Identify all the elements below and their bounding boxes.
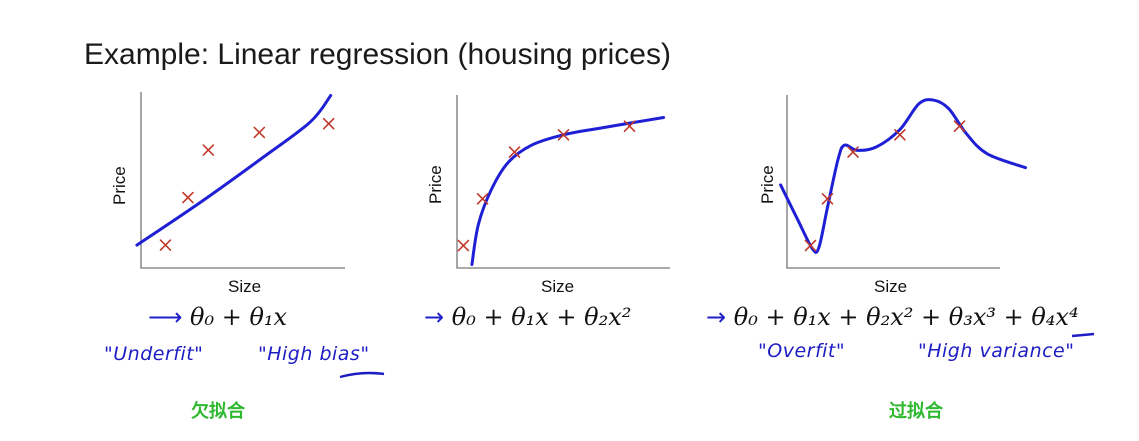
x-axis-label-2: Size — [541, 277, 574, 296]
data-point — [804, 239, 817, 252]
formula-3-text: θ₀ + θ₁x + θ₂x² + θ₃x³ + θ₄x⁴ — [733, 303, 1079, 331]
formula-2-text: θ₀ + θ₁x + θ₂x² — [451, 303, 632, 331]
note-high-bias: "High bias" — [258, 343, 370, 365]
formula-1-text: θ₀ + θ₁x — [190, 303, 288, 331]
axes-3 — [786, 95, 1000, 269]
x-axis-label-3: Size — [874, 277, 907, 296]
data-point — [847, 146, 859, 158]
x-axis-label-1: Size — [228, 277, 261, 296]
arrow-icon: → — [424, 303, 445, 331]
y-axis-label-3: Price — [758, 165, 777, 204]
axes-1 — [140, 92, 345, 269]
formula-1: ⟶ θ₀ + θ₁x — [148, 303, 287, 331]
arrow-icon: ⟶ — [148, 303, 183, 331]
note-underfit: "Underfit" — [104, 343, 204, 365]
data-point — [322, 117, 335, 130]
formula-3: → θ₀ + θ₁x + θ₂x² + θ₃x³ + θ₄x⁴ — [706, 303, 1079, 331]
underline-stroke-1 — [339, 371, 385, 379]
data-point — [457, 239, 470, 252]
data-point — [953, 120, 966, 132]
underline-stroke-2 — [1071, 332, 1095, 338]
label-overfit-cn: 过拟合 — [889, 401, 943, 422]
data-point — [202, 144, 215, 156]
label-underfit-cn: 欠拟合 — [191, 401, 245, 422]
data-point — [821, 193, 834, 205]
data-points-1 — [159, 117, 335, 251]
arrow-icon: → — [706, 303, 727, 331]
data-points-2 — [457, 120, 636, 252]
y-axis-label-2: Price — [426, 165, 445, 204]
data-point — [894, 128, 906, 141]
plot-overfit: Size Price — [758, 95, 1028, 296]
data-point — [557, 128, 570, 141]
data-point — [623, 120, 636, 132]
data-point — [182, 191, 194, 204]
fit-curve-quadratic — [470, 115, 666, 267]
plot-underfit: Size Price — [110, 92, 345, 296]
note-high-variance: "High variance" — [918, 340, 1075, 362]
page-title: Example: Linear regression (housing pric… — [84, 38, 671, 71]
data-point — [476, 193, 489, 205]
formula-2: → θ₀ + θ₁x + θ₂x² — [424, 303, 631, 331]
y-axis-label-1: Price — [110, 166, 129, 205]
data-point — [159, 239, 172, 251]
data-points-3 — [804, 120, 966, 252]
data-point — [508, 146, 521, 158]
note-overfit: "Overfit" — [758, 340, 846, 362]
fit-curve-quartic — [779, 98, 1028, 254]
plot-just-right: Size Price — [426, 95, 670, 296]
data-point — [253, 126, 266, 139]
axes-2 — [456, 95, 670, 269]
fit-curve-linear — [135, 94, 333, 247]
